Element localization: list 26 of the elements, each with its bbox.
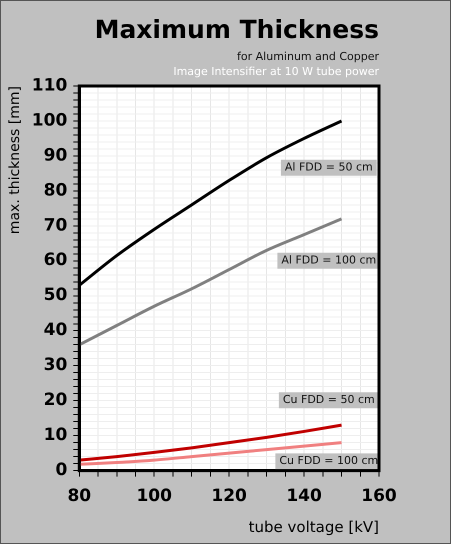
y-tick-label: 20 [44, 390, 68, 410]
x-tick-label: 140 [286, 486, 322, 506]
series-label: Al FDD = 50 cm [284, 160, 373, 174]
y-tick-label: 110 [32, 75, 68, 96]
y-tick-label: 40 [44, 320, 68, 340]
x-tick-label: 100 [136, 486, 172, 506]
y-tick-label: 90 [44, 145, 68, 166]
x-tick-label: 120 [211, 486, 248, 506]
y-tick-label: 70 [44, 215, 68, 236]
y-tick-label: 50 [44, 285, 68, 306]
y-axis-title: max. thickness [mm] [7, 86, 24, 234]
y-tick-label: 100 [32, 110, 68, 130]
y-tick-label: 0 [55, 460, 68, 480]
y-tick-label: 60 [44, 250, 68, 270]
chart-subtitle: for Aluminum and Copper [237, 50, 379, 63]
y-tick-label: 80 [44, 180, 68, 200]
y-tick-label: 10 [44, 425, 68, 446]
chart-title: Maximum Thickness [94, 15, 379, 44]
series-label: Al FDD = 100 cm [281, 254, 376, 267]
series-label: Cu FDD = 100 cm [279, 454, 378, 468]
y-tick-label: 30 [44, 355, 68, 376]
x-tick-label: 160 [361, 486, 397, 506]
x-tick-label: 80 [67, 486, 92, 506]
text: Image Intensifier at 10 W tube power [173, 65, 379, 78]
x-axis-title: tube voltage [kV] [248, 518, 379, 536]
text: Cu FDD = 50 cm [282, 393, 375, 406]
